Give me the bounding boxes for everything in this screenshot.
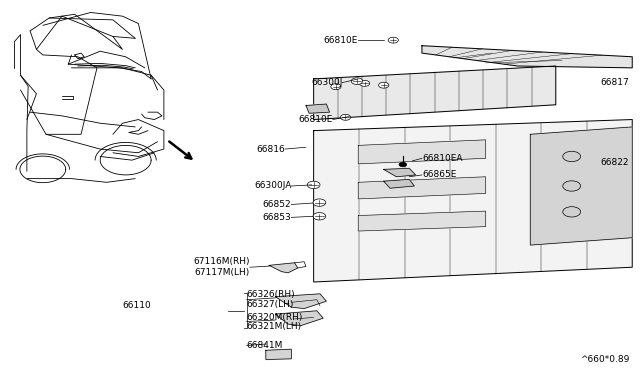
Text: 66810EA: 66810EA <box>422 154 463 163</box>
Polygon shape <box>269 263 298 273</box>
Text: 67117M(LH): 67117M(LH) <box>195 268 250 277</box>
Polygon shape <box>306 104 330 113</box>
Circle shape <box>331 84 341 90</box>
Circle shape <box>340 114 351 120</box>
Text: ^660*0.89: ^660*0.89 <box>580 355 629 364</box>
Circle shape <box>307 181 320 189</box>
Text: 66110: 66110 <box>122 301 151 311</box>
Circle shape <box>313 212 326 220</box>
Circle shape <box>563 207 580 217</box>
Polygon shape <box>275 311 323 326</box>
Text: 66853: 66853 <box>262 213 291 222</box>
Text: 66300J: 66300J <box>311 78 342 87</box>
Circle shape <box>399 162 406 167</box>
Text: 66321M(LH): 66321M(LH) <box>246 322 302 331</box>
Polygon shape <box>358 211 486 231</box>
Text: 66810E: 66810E <box>298 115 333 124</box>
Polygon shape <box>422 46 632 68</box>
Text: 66810E: 66810E <box>324 36 358 45</box>
Polygon shape <box>358 177 486 199</box>
Text: 66865E: 66865E <box>422 170 456 179</box>
Polygon shape <box>266 349 291 359</box>
Text: 66327(LH): 66327(LH) <box>246 300 294 309</box>
Polygon shape <box>314 66 556 119</box>
Circle shape <box>388 37 398 43</box>
Polygon shape <box>384 168 415 177</box>
Circle shape <box>360 80 370 86</box>
Circle shape <box>379 82 389 88</box>
Text: 66822: 66822 <box>600 157 629 167</box>
Text: 66841M: 66841M <box>246 341 283 350</box>
Polygon shape <box>314 119 632 282</box>
Text: 66852: 66852 <box>262 200 291 209</box>
Circle shape <box>563 181 580 191</box>
Text: 67116M(RH): 67116M(RH) <box>193 257 250 266</box>
Text: 66817: 66817 <box>600 78 629 87</box>
Circle shape <box>313 199 326 206</box>
Circle shape <box>563 151 580 161</box>
Text: 66300JA: 66300JA <box>254 182 291 190</box>
Circle shape <box>351 78 363 84</box>
Polygon shape <box>358 140 486 164</box>
Text: 66816: 66816 <box>256 145 285 154</box>
Polygon shape <box>275 294 326 309</box>
Polygon shape <box>531 127 632 245</box>
Polygon shape <box>384 179 414 188</box>
Text: 66326(RH): 66326(RH) <box>246 291 295 299</box>
Text: 66320M(RH): 66320M(RH) <box>246 312 303 321</box>
